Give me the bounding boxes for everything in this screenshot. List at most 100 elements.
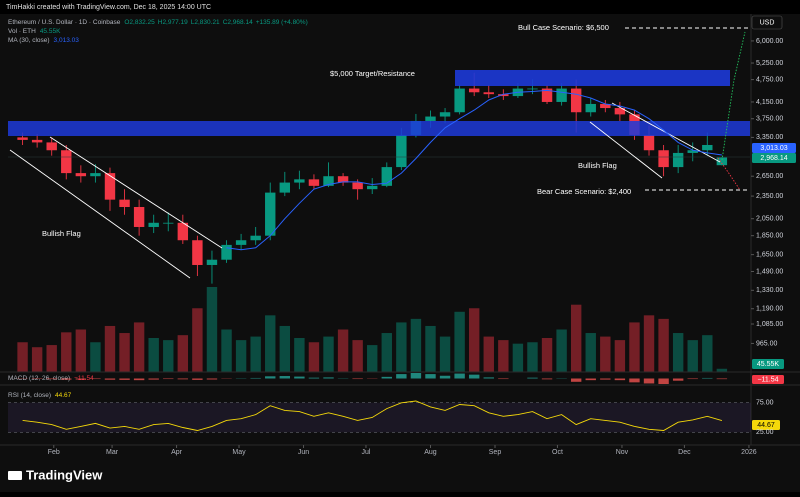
y-tick-label: 4,150.00 xyxy=(756,99,783,106)
annotation: Bull Case Scenario: $6,500 xyxy=(518,23,609,32)
macd-bar xyxy=(658,379,668,385)
watermark: TimHakki created with TradingView.com, D… xyxy=(6,4,211,11)
volume-bar xyxy=(105,326,115,372)
candle-body xyxy=(236,240,246,245)
currency: USD xyxy=(760,19,775,26)
volume-bar xyxy=(338,330,348,373)
volume-bar xyxy=(119,333,129,372)
volume-bar xyxy=(513,344,523,372)
candle-body xyxy=(309,179,319,185)
candle-body xyxy=(367,186,377,189)
volume-name: Vol · ETH xyxy=(8,28,36,35)
macd-bar xyxy=(76,379,86,380)
volume-bar xyxy=(323,337,333,372)
macd-value: −11.54 xyxy=(74,375,94,382)
macd-label: −11.54 xyxy=(757,376,778,383)
annotation: $5,000 Target/Resistance xyxy=(330,69,415,78)
volume-bar xyxy=(396,322,406,372)
candle-body xyxy=(527,89,537,90)
macd-bar xyxy=(280,376,290,378)
legend-volume: Vol · ETH 45.55K xyxy=(8,28,61,35)
macd-bar xyxy=(163,379,173,380)
macd-bar xyxy=(571,379,581,382)
y-tick-label: 1,330.00 xyxy=(756,287,783,294)
candle-body xyxy=(207,260,217,265)
logo-mark xyxy=(8,471,22,480)
volume-bar xyxy=(556,330,566,373)
rsi-tick-label: 75.00 xyxy=(756,400,774,407)
macd-bar xyxy=(600,379,610,380)
macd-bar xyxy=(207,379,217,380)
volume-bar xyxy=(382,333,392,372)
volume-bar xyxy=(207,287,217,372)
y-tick-label: 965.00 xyxy=(756,340,778,347)
candle-body xyxy=(76,173,86,176)
volume-bar xyxy=(469,308,479,372)
volume-value: 45.55K xyxy=(40,28,61,35)
macd-bar xyxy=(105,379,115,380)
macd-bar xyxy=(717,379,727,380)
volume-label: 45.55K xyxy=(757,361,780,368)
volume-bar xyxy=(178,335,188,372)
y-tick-label: 4,750.00 xyxy=(756,76,783,83)
candle-body xyxy=(425,117,435,121)
macd-bar xyxy=(265,376,275,378)
volume-bar xyxy=(367,345,377,372)
volume-bar xyxy=(600,337,610,372)
x-tick-label: Sep xyxy=(489,449,502,456)
symbol: Ethereum / U.S. Dollar · 1D · Coinbase xyxy=(8,19,121,26)
macd-bar xyxy=(411,373,421,379)
volume-bar xyxy=(61,332,71,372)
macd-bar xyxy=(484,377,494,378)
y-tick-label: 3,350.00 xyxy=(756,134,783,141)
x-tick-label: Nov xyxy=(616,449,629,456)
volume-bar xyxy=(644,315,654,372)
volume-bar xyxy=(440,337,450,372)
volume-bar xyxy=(32,347,42,372)
candle-body xyxy=(702,145,712,150)
volume-bar xyxy=(17,342,27,372)
macd-bar xyxy=(615,379,625,381)
volume-bar xyxy=(352,340,362,372)
volume-bar xyxy=(221,330,231,373)
annotation: Bear Case Scenario: $2,400 xyxy=(537,187,631,196)
volume-bar xyxy=(47,345,57,372)
volume-bar xyxy=(309,342,319,372)
candle-body xyxy=(644,135,654,150)
volume-bar xyxy=(192,308,202,372)
x-tick-label: Oct xyxy=(552,449,563,456)
candle-body xyxy=(280,183,290,193)
ma-price-label: 3,013.03 xyxy=(760,145,787,152)
candle-body xyxy=(294,179,304,182)
volume-bar xyxy=(688,340,698,372)
h-value: 2,977.19 xyxy=(162,19,188,26)
macd-bar xyxy=(382,377,392,379)
candle-body xyxy=(134,207,144,227)
x-tick-label: May xyxy=(232,449,246,456)
volume-bar xyxy=(236,340,246,372)
y-tick-label: 2,650.00 xyxy=(756,173,783,180)
macd-bar xyxy=(542,379,552,380)
macd-bar xyxy=(644,379,654,384)
volume-bar xyxy=(702,335,712,372)
candle-body xyxy=(469,89,479,93)
ma-value: 3,013.03 xyxy=(54,37,80,44)
macd-bar xyxy=(134,379,144,381)
volume-bar xyxy=(498,340,508,372)
candle-body xyxy=(352,183,362,190)
x-tick-label: Dec xyxy=(678,449,691,456)
rsi-value: 44.67 xyxy=(55,392,72,399)
x-tick-label: Aug xyxy=(424,449,437,456)
macd-bar xyxy=(396,374,406,378)
x-tick-label: Jul xyxy=(361,449,370,456)
l-value: 2,830.21 xyxy=(194,19,220,26)
macd-bar xyxy=(119,379,129,380)
volume-bar xyxy=(76,330,86,373)
candle-body xyxy=(105,173,115,200)
candle-body xyxy=(556,89,566,102)
macd-bar xyxy=(498,379,508,380)
volume-bar xyxy=(294,338,304,372)
macd-bar xyxy=(178,379,188,380)
candle-body xyxy=(61,150,71,173)
y-tick-label: 5,250.00 xyxy=(756,60,783,67)
